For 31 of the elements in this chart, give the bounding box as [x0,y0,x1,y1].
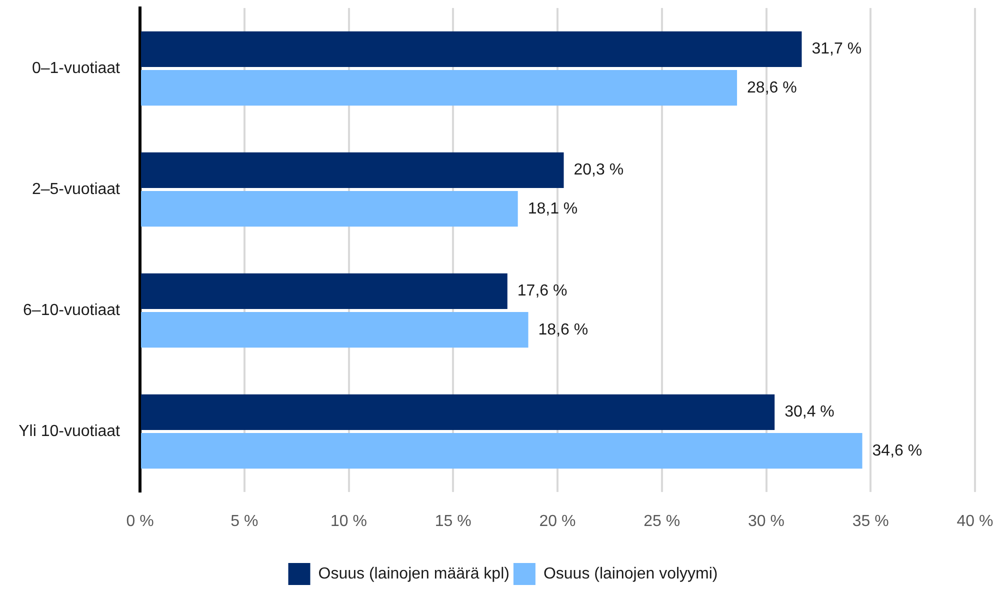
data-label: 30,4 % [784,404,834,421]
bar [141,433,862,469]
bar [141,394,775,430]
bar [141,152,564,188]
x-tick-label: 0 % [126,513,154,530]
bar [141,273,508,309]
y-tick-label: 2–5-vuotiaat [32,180,121,198]
y-tick-label: 0–1-vuotiaat [32,60,121,77]
bar [141,31,802,67]
data-label: 17,6 % [517,282,568,300]
legend-label: Osuus (lainojen volyymi) [543,565,718,582]
bar [141,70,738,106]
x-tick-label: 35 % [852,513,889,530]
x-tick-label: 25 % [644,513,680,530]
x-tick-label: 40 % [956,513,994,530]
x-tick-label: 5 % [230,513,258,530]
data-label: 20,3 % [574,162,624,179]
data-label: 18,6 % [538,321,588,338]
data-label: 34,6 % [872,442,922,460]
y-tick-label: 6–10-vuotiaat [23,302,121,319]
legend-label: Osuus (lainojen määrä kpl) [318,565,510,582]
x-tick-label: 30 % [748,513,784,530]
x-tick-label: 20 % [539,513,576,530]
data-label: 28,6 % [747,79,797,96]
y-tick-label: Yli 10-vuotiaat [18,422,121,440]
x-tick-label: 15 % [434,513,472,530]
data-label: 31,7 % [812,40,862,58]
x-tick-label: 10 % [330,513,367,530]
bar [141,191,518,227]
bar [141,312,528,348]
data-label: 18,1 % [528,200,578,218]
